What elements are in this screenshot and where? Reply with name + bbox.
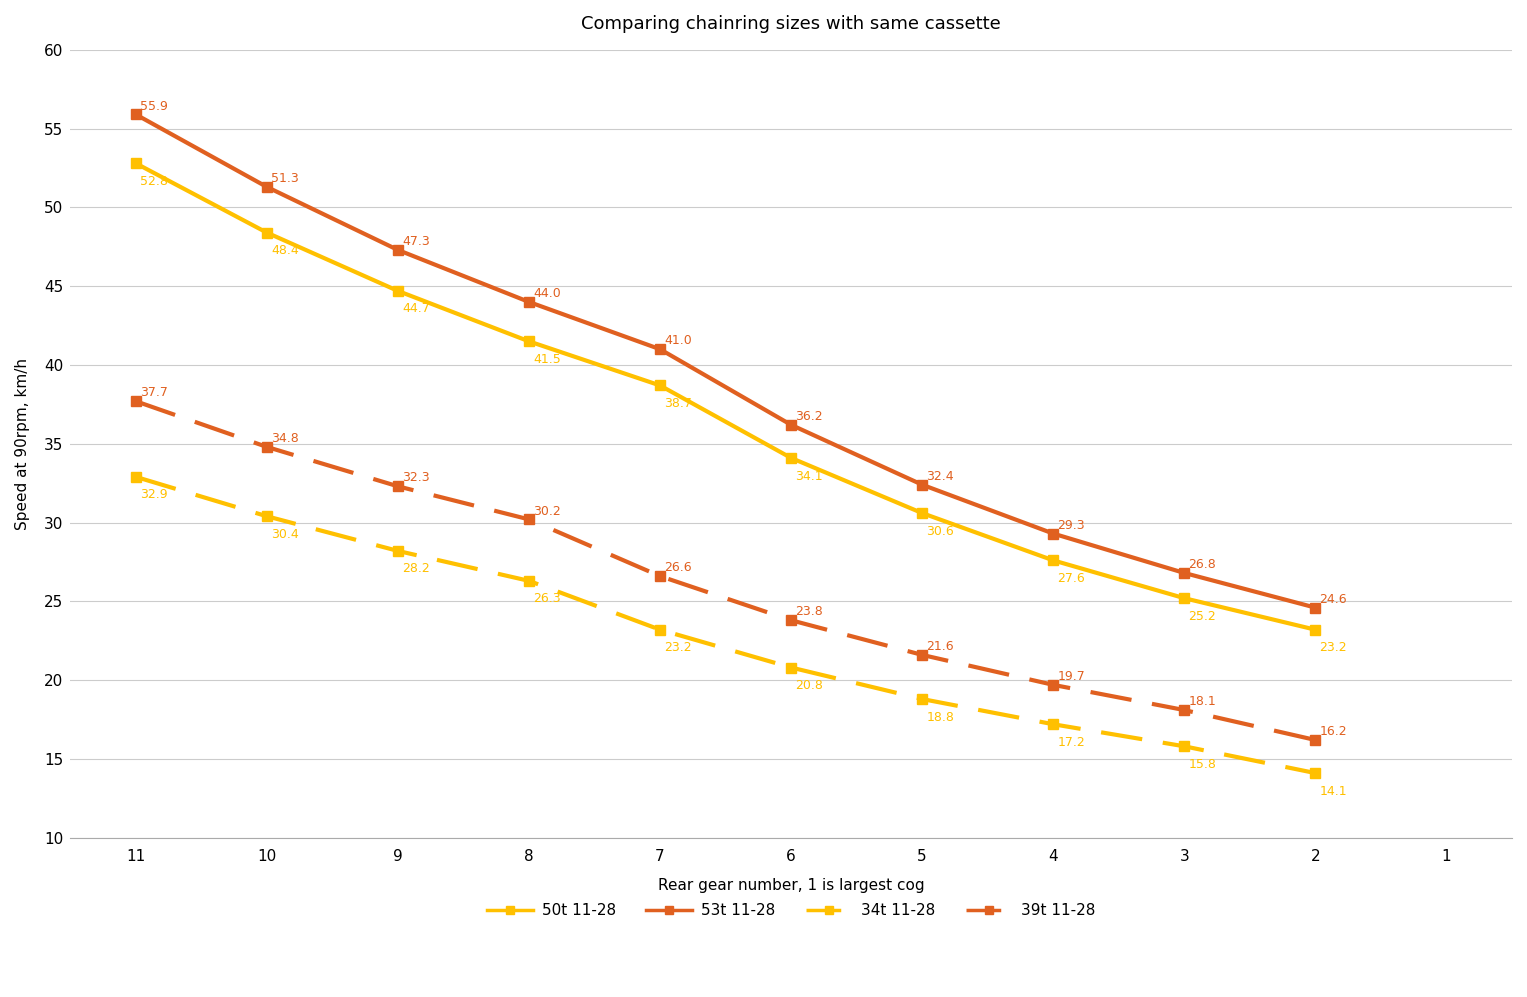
Text: 19.7: 19.7 <box>1057 670 1086 683</box>
Text: 27.6: 27.6 <box>1057 572 1086 585</box>
Text: 36.2: 36.2 <box>796 410 823 423</box>
Text: 15.8: 15.8 <box>1188 758 1217 771</box>
Text: 51.3: 51.3 <box>270 172 299 185</box>
Text: 20.8: 20.8 <box>796 679 823 692</box>
Text: 41.0: 41.0 <box>664 334 692 347</box>
Text: 32.9: 32.9 <box>140 489 168 501</box>
Text: 23.2: 23.2 <box>1319 641 1347 654</box>
X-axis label: Rear gear number, 1 is largest cog: Rear gear number, 1 is largest cog <box>658 877 924 892</box>
Text: 29.3: 29.3 <box>1057 518 1086 531</box>
Text: 26.3: 26.3 <box>533 592 560 605</box>
Text: 44.0: 44.0 <box>533 287 560 300</box>
Text: 26.8: 26.8 <box>1188 558 1215 571</box>
Text: 24.6: 24.6 <box>1319 593 1347 606</box>
Text: 55.9: 55.9 <box>140 100 168 113</box>
Text: 30.2: 30.2 <box>533 504 560 517</box>
Text: 38.7: 38.7 <box>664 397 692 410</box>
Text: 17.2: 17.2 <box>1057 736 1086 749</box>
Title: Comparing chainring sizes with same cassette: Comparing chainring sizes with same cass… <box>582 15 1002 33</box>
Text: 28.2: 28.2 <box>402 562 429 575</box>
Text: 32.3: 32.3 <box>402 472 429 485</box>
Y-axis label: Speed at 90rpm, km/h: Speed at 90rpm, km/h <box>15 358 31 529</box>
Text: 18.1: 18.1 <box>1188 695 1215 708</box>
Text: 16.2: 16.2 <box>1319 725 1347 738</box>
Text: 23.2: 23.2 <box>664 641 692 654</box>
Legend: 50t 11-28, 53t 11-28, 34t 11-28, 39t 11-28: 50t 11-28, 53t 11-28, 34t 11-28, 39t 11-… <box>481 897 1101 924</box>
Text: 47.3: 47.3 <box>402 235 429 248</box>
Text: 32.4: 32.4 <box>927 470 954 483</box>
Text: 37.7: 37.7 <box>140 387 168 400</box>
Text: 34.1: 34.1 <box>796 470 823 483</box>
Text: 21.6: 21.6 <box>927 640 954 653</box>
Text: 44.7: 44.7 <box>402 302 429 315</box>
Text: 41.5: 41.5 <box>533 353 560 366</box>
Text: 34.8: 34.8 <box>270 432 299 445</box>
Text: 52.8: 52.8 <box>140 174 168 187</box>
Text: 30.4: 30.4 <box>270 527 299 540</box>
Text: 18.8: 18.8 <box>927 711 954 724</box>
Text: 48.4: 48.4 <box>270 244 299 257</box>
Text: 25.2: 25.2 <box>1188 610 1215 623</box>
Text: 30.6: 30.6 <box>927 524 954 537</box>
Text: 26.6: 26.6 <box>664 561 692 574</box>
Text: 23.8: 23.8 <box>796 605 823 618</box>
Text: 14.1: 14.1 <box>1319 785 1347 798</box>
